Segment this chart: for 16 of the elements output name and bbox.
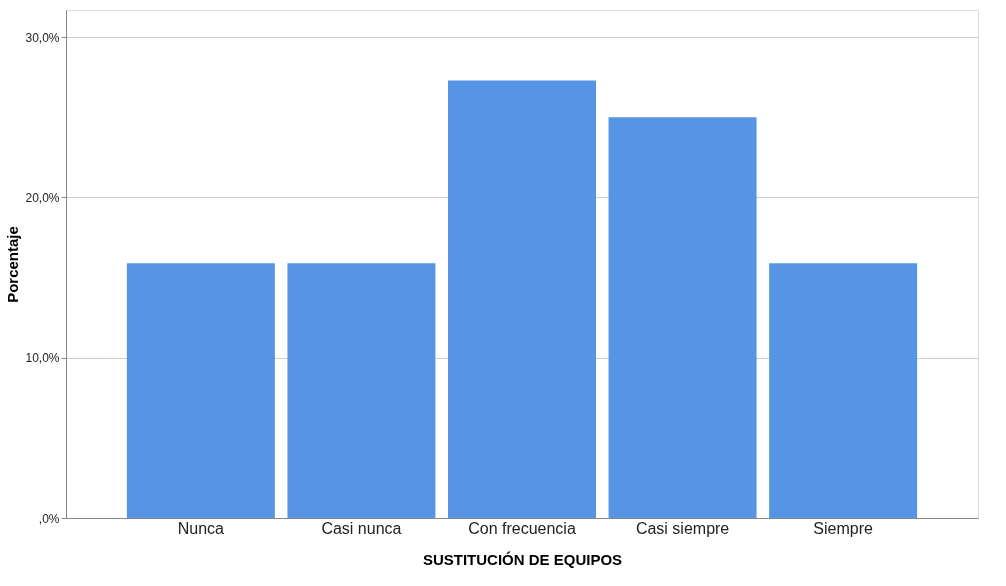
x-tick-label: Nunca bbox=[177, 519, 225, 537]
bar bbox=[287, 263, 436, 518]
bar bbox=[769, 263, 918, 518]
x-axis-title: SUSTITUCIÓN DE EQUIPOS bbox=[422, 550, 623, 568]
y-axis-title: Porcentaje bbox=[4, 226, 22, 303]
y-tick-label: 20,0% bbox=[25, 191, 60, 205]
bar bbox=[126, 263, 275, 518]
x-tick-label: Casi siempre bbox=[635, 519, 730, 537]
y-tick-label: 30,0% bbox=[25, 30, 60, 45]
y-tick-label: 10,0% bbox=[25, 351, 60, 366]
x-tick-label: Siempre bbox=[813, 519, 874, 537]
x-tick-label: Con frecuencia bbox=[468, 519, 576, 537]
bar bbox=[608, 117, 757, 518]
bar bbox=[448, 80, 596, 518]
x-tick-label: Casi nunca bbox=[321, 519, 402, 537]
y-tick-label: ,0% bbox=[38, 511, 60, 526]
